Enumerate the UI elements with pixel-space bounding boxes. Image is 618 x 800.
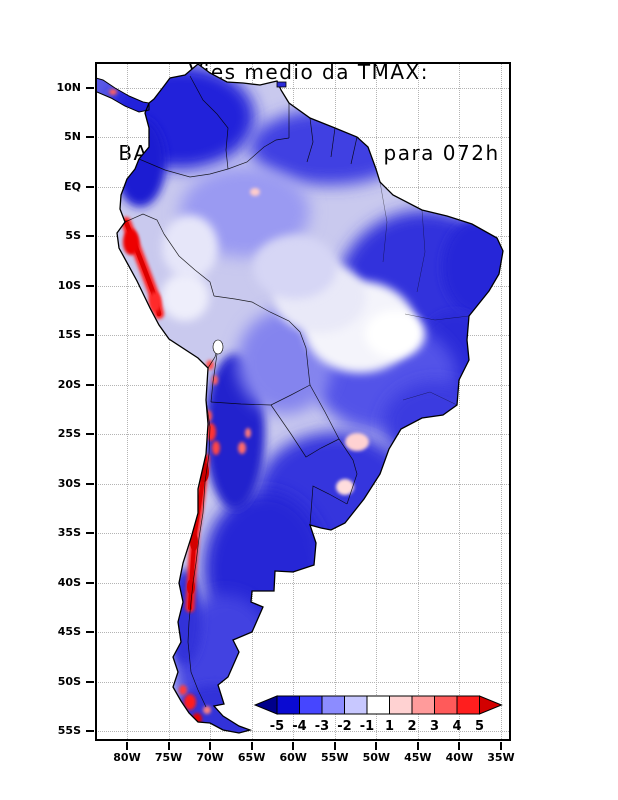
colorbar-label: -3 xyxy=(315,719,329,734)
lat-tick-label: 15S xyxy=(57,328,81,342)
lat-tick-label: 20S xyxy=(57,377,81,391)
lat-tick-label: 40S xyxy=(57,575,81,589)
coastline xyxy=(116,63,504,734)
lon-tick-label: 45W xyxy=(404,751,432,764)
lon-tick xyxy=(167,742,170,750)
colorbar-label: -5 xyxy=(270,719,284,734)
colorbar-label: -1 xyxy=(360,719,374,734)
lon-tick-label: 75W xyxy=(154,751,183,764)
lon-tick xyxy=(499,742,502,750)
lon-tick-label: 40W xyxy=(445,751,474,764)
lat-tick-label: 30S xyxy=(57,476,81,490)
lat-tick xyxy=(86,185,94,188)
colorbar-arrow-right xyxy=(479,695,503,715)
lon-tick xyxy=(292,742,295,750)
colorbar-cell xyxy=(344,695,368,715)
lat-tick-label: EQ xyxy=(64,179,81,193)
gridline-horizontal xyxy=(95,582,511,584)
gridline-vertical xyxy=(168,62,170,741)
country-borders xyxy=(124,75,358,708)
lat-tick-label: 45S xyxy=(57,625,81,639)
colorbar-cell xyxy=(411,695,435,715)
colorbar-label: 3 xyxy=(430,719,439,734)
lat-tick-label: 10N xyxy=(56,81,81,94)
map-plot: -5 -4 -3 -2 -1 1 2 3 4 5 10N 5N EQ 5S 10S 15S… xyxy=(56,62,515,764)
colorbar-cell xyxy=(366,695,390,715)
lon-tick-label: 80W xyxy=(113,751,141,764)
lat-tick xyxy=(86,334,94,337)
lon-tick-label: 70W xyxy=(196,751,224,764)
colorbar-label: -4 xyxy=(292,719,306,734)
colorbar: -5 -4 -3 -2 -1 1 2 3 4 5 xyxy=(253,695,503,734)
colorbar-cell xyxy=(299,695,323,715)
colorbar-cell xyxy=(389,695,413,715)
lon-tick xyxy=(250,742,253,750)
south-america-map xyxy=(95,63,504,734)
gridline-vertical xyxy=(127,62,128,741)
lat-tick xyxy=(86,87,94,89)
title-line1: Vies medio da TMAX: xyxy=(189,60,429,84)
lake-titicaca xyxy=(212,339,224,355)
lat-tick-label: 55S xyxy=(57,723,81,737)
lat-tick-label: 10S xyxy=(57,278,81,292)
state-borders xyxy=(379,181,470,406)
colorbar-label: 5 xyxy=(475,719,484,734)
lat-tick xyxy=(86,383,94,386)
lon-tick xyxy=(333,742,336,750)
lat-tick-label: 35S xyxy=(57,526,81,540)
lat-tick xyxy=(86,235,94,238)
colorbar-label: 4 xyxy=(452,719,461,734)
lon-tick xyxy=(126,742,128,750)
lon-tick xyxy=(416,742,419,750)
lon-tick xyxy=(458,742,461,750)
gridline-vertical xyxy=(500,62,502,741)
trinidad-island xyxy=(276,81,287,88)
bias-shading xyxy=(95,64,503,733)
colorbar-cell xyxy=(276,695,300,715)
colorbar-cell xyxy=(456,695,480,715)
lon-tick-label: 65W xyxy=(237,751,266,764)
colorbar-arrow-left xyxy=(253,695,278,715)
gridline-horizontal xyxy=(95,681,511,683)
lat-tick xyxy=(86,433,94,436)
lat-tick xyxy=(86,136,94,139)
central-america-coastline xyxy=(95,77,150,113)
lat-tick xyxy=(86,631,94,634)
lat-tick-label: 25S xyxy=(57,427,81,441)
lon-tick xyxy=(375,742,378,750)
lat-tick-label: 5N xyxy=(64,130,81,144)
lon-tick xyxy=(209,742,212,750)
colorbar-label: 2 xyxy=(407,719,416,734)
gridline-horizontal xyxy=(95,88,511,89)
lon-tick-label: 60W xyxy=(279,751,307,764)
lon-tick-label: 50W xyxy=(362,751,391,764)
lat-tick-label: 5S xyxy=(65,229,81,243)
lon-tick-label: 35W xyxy=(487,751,515,764)
gridline-horizontal xyxy=(95,632,511,634)
colorbar-cell xyxy=(434,695,458,715)
colorbar-label: 1 xyxy=(385,719,394,734)
lon-tick-label: 55W xyxy=(321,751,349,764)
colorbar-cell xyxy=(321,695,345,715)
gridline-horizontal xyxy=(95,730,511,732)
lat-tick-label: 50S xyxy=(57,674,81,688)
lat-tick xyxy=(86,532,94,535)
lat-tick xyxy=(86,284,94,287)
colorbar-label: -2 xyxy=(337,719,351,734)
lat-tick xyxy=(86,680,94,683)
gridline-vertical xyxy=(459,62,461,741)
lat-tick xyxy=(86,729,94,732)
lat-tick xyxy=(86,482,94,485)
lat-tick xyxy=(86,581,94,584)
